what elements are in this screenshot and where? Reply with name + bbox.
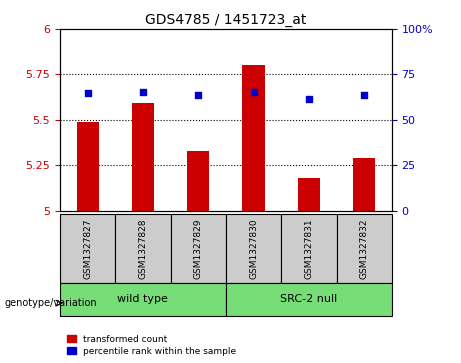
FancyBboxPatch shape: [60, 214, 115, 283]
Bar: [187, 151, 209, 211]
Point: [195, 93, 202, 98]
Bar: [298, 178, 320, 211]
Bar: [132, 103, 154, 211]
Point: [250, 89, 257, 94]
FancyBboxPatch shape: [337, 214, 392, 283]
Point: [139, 89, 147, 94]
Title: GDS4785 / 1451723_at: GDS4785 / 1451723_at: [145, 13, 307, 26]
Text: SRC-2 null: SRC-2 null: [280, 294, 337, 305]
Point: [84, 91, 91, 97]
Text: GSM1327830: GSM1327830: [249, 218, 258, 279]
Bar: [242, 65, 265, 211]
Text: GSM1327828: GSM1327828: [138, 219, 148, 279]
Text: GSM1327832: GSM1327832: [360, 219, 369, 279]
FancyBboxPatch shape: [226, 214, 281, 283]
Point: [361, 93, 368, 98]
FancyBboxPatch shape: [281, 214, 337, 283]
Bar: [77, 122, 99, 211]
FancyBboxPatch shape: [226, 283, 392, 316]
Text: GSM1327827: GSM1327827: [83, 219, 92, 279]
FancyBboxPatch shape: [171, 214, 226, 283]
Text: GSM1327831: GSM1327831: [304, 218, 313, 279]
FancyBboxPatch shape: [115, 214, 171, 283]
Bar: [353, 158, 375, 211]
Text: GSM1327829: GSM1327829: [194, 219, 203, 279]
Text: wild type: wild type: [118, 294, 168, 305]
FancyBboxPatch shape: [60, 283, 226, 316]
Text: genotype/variation: genotype/variation: [5, 298, 97, 308]
Point: [305, 96, 313, 102]
Legend: transformed count, percentile rank within the sample: transformed count, percentile rank withi…: [65, 333, 239, 359]
